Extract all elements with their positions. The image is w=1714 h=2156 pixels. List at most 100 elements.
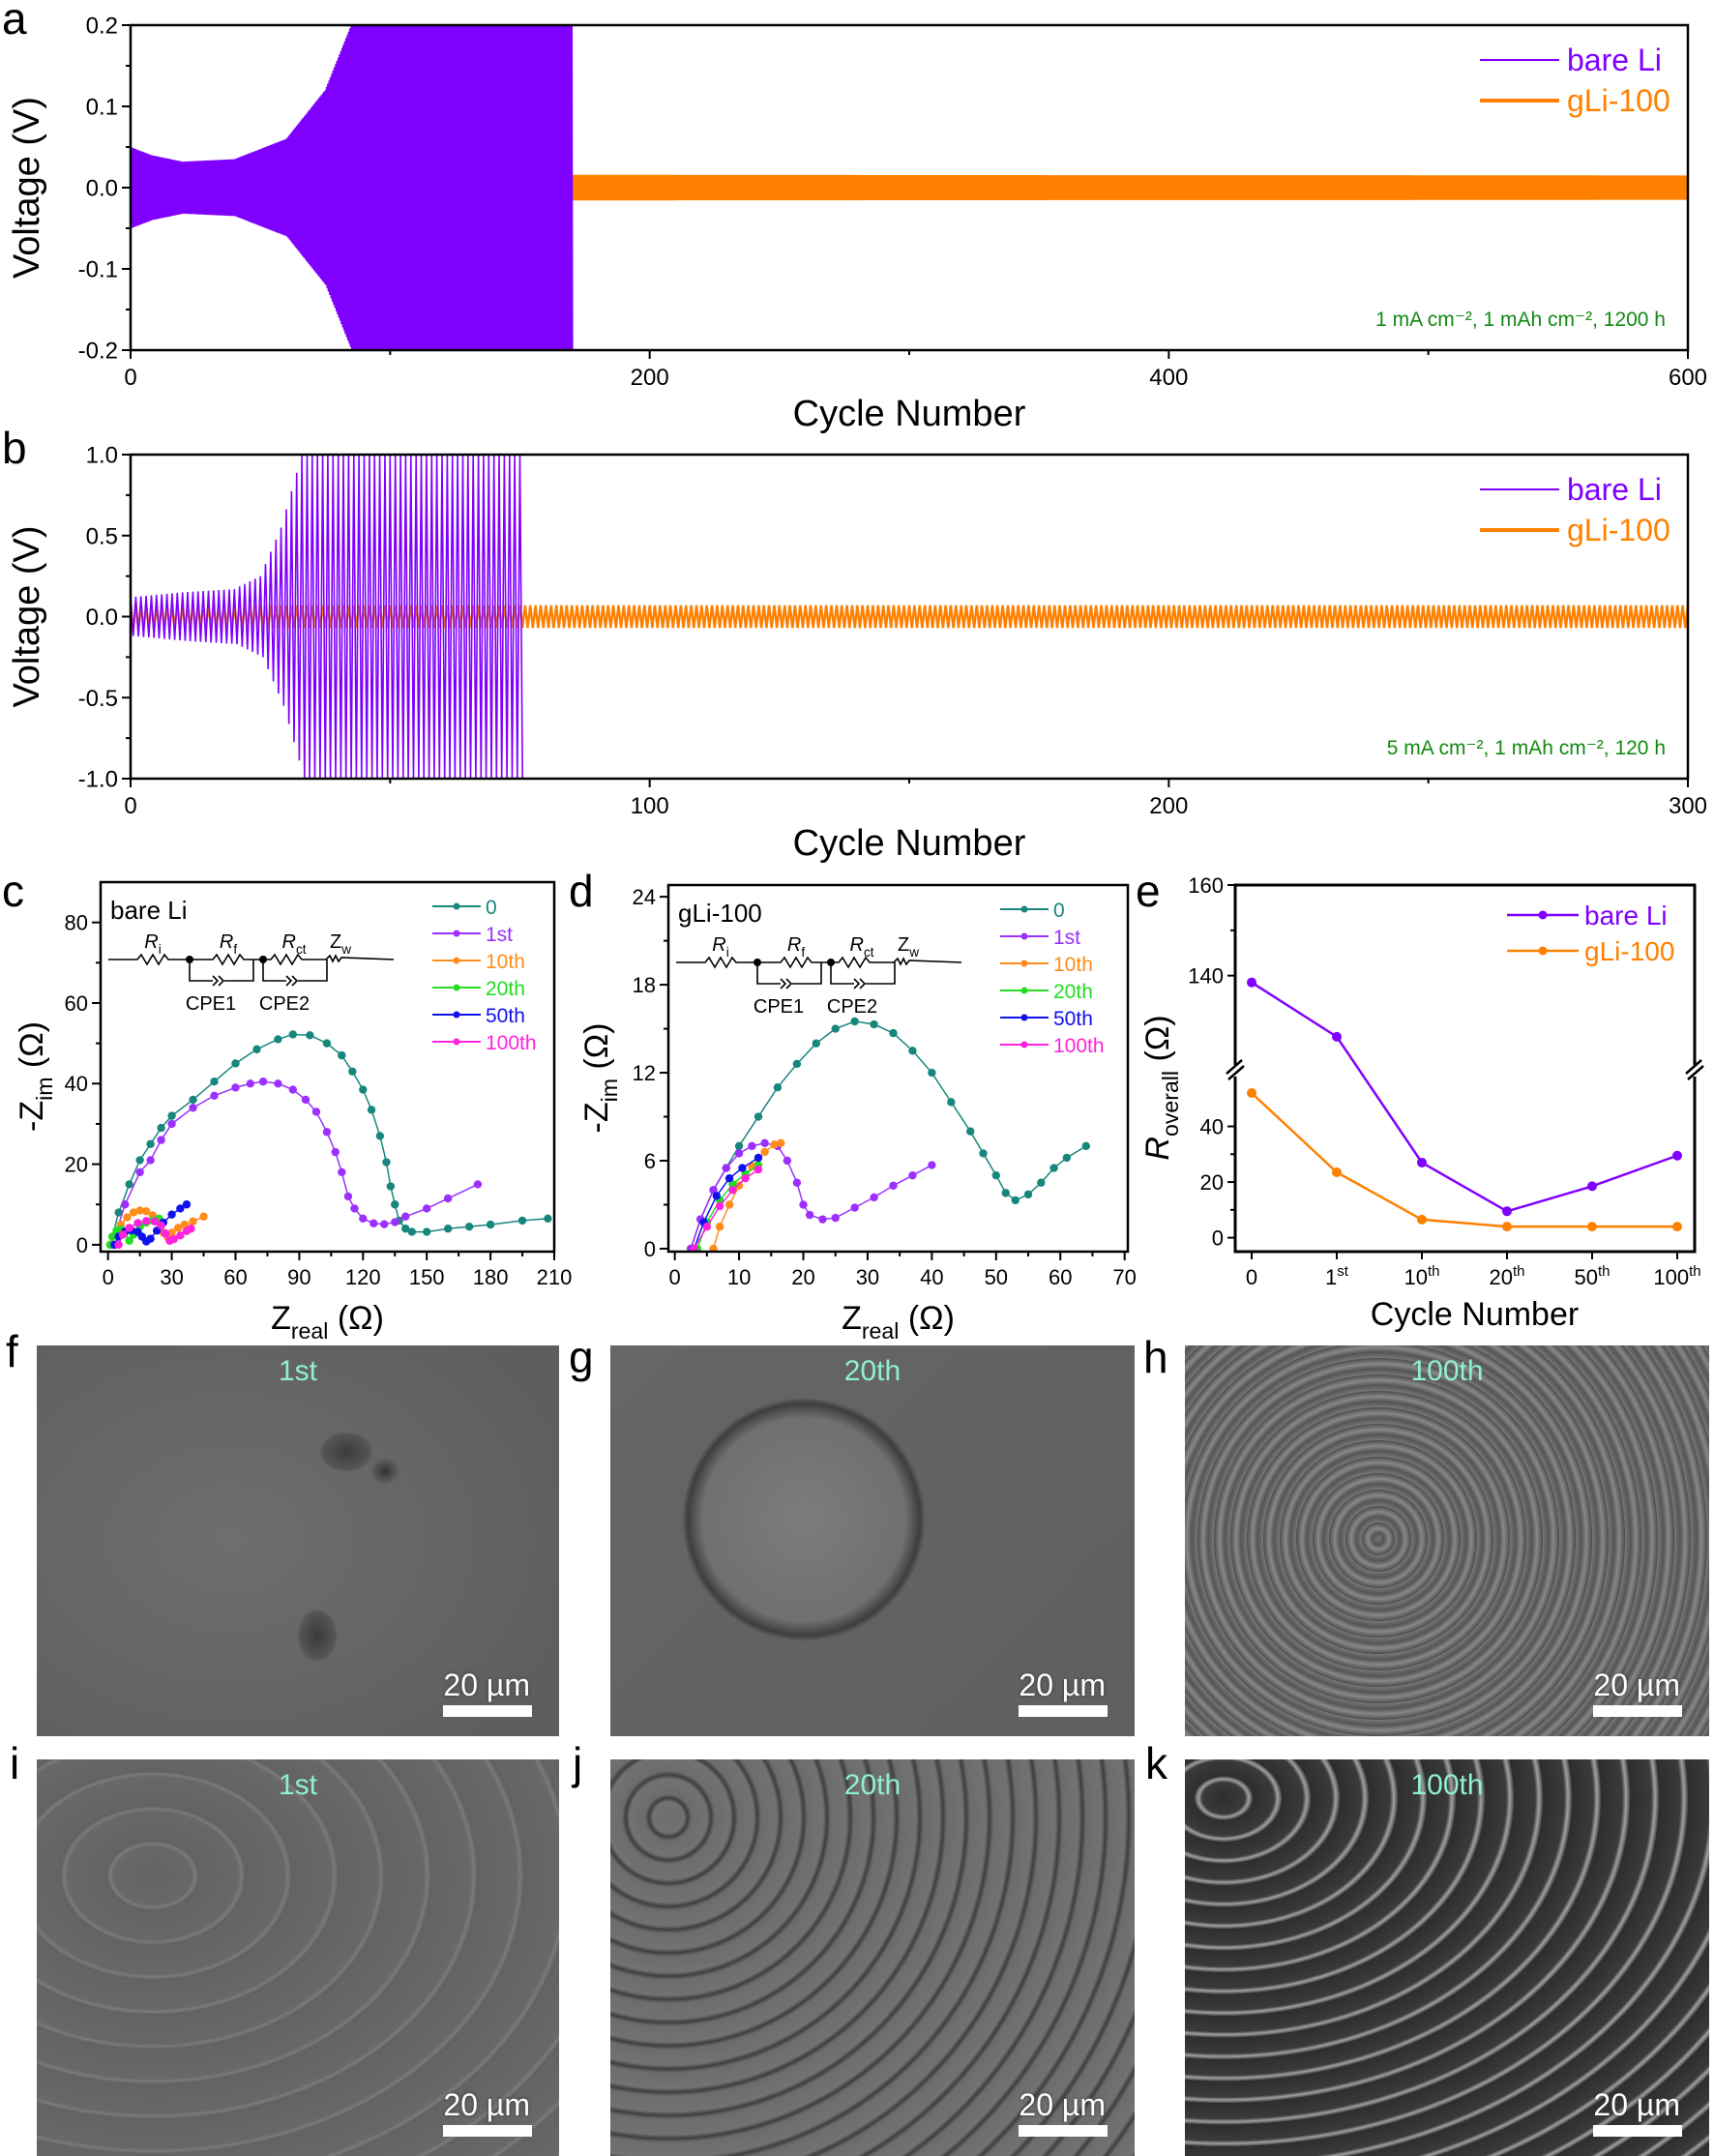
data-point	[338, 1167, 346, 1177]
data-point	[375, 1132, 385, 1140]
legend-marker	[1538, 910, 1548, 920]
panel-letter-g: g	[569, 1332, 594, 1382]
data-point	[107, 1232, 117, 1241]
data-point	[1247, 977, 1256, 988]
data-point	[246, 1079, 255, 1088]
data-point	[169, 1234, 178, 1244]
data-point	[231, 1083, 240, 1092]
x-tick-label: 400	[1149, 365, 1188, 391]
series-line	[1251, 1092, 1677, 1228]
y-axis-title: Voltage (V)	[7, 526, 47, 708]
legend-label: 20th	[486, 978, 525, 1000]
data-point	[146, 1156, 155, 1165]
sem-label: 100th	[1410, 1355, 1484, 1387]
data-point	[734, 1181, 744, 1190]
legend-label: 1st	[486, 924, 513, 946]
data-point	[1417, 1157, 1427, 1167]
x-tick-label: 200	[1149, 793, 1188, 819]
data-point	[1672, 1150, 1682, 1161]
data-point	[1037, 1178, 1046, 1187]
series-1st	[687, 1138, 936, 1252]
data-point	[189, 1104, 197, 1112]
data-point	[799, 1200, 808, 1209]
circuit-cpe2-label: CPE2	[827, 996, 877, 1018]
voltage-trace-bare-li	[131, 455, 523, 779]
data-point	[1587, 1222, 1597, 1232]
y-tick-label: -0.5	[78, 686, 118, 712]
equivalent-circuit	[676, 956, 962, 989]
y-axis-title-sub: im	[32, 1078, 57, 1101]
data-point	[157, 1123, 165, 1133]
data-point	[715, 1201, 724, 1211]
circuit-zw-label: Zw	[330, 931, 351, 957]
data-point	[850, 1017, 859, 1026]
series-line	[109, 1033, 548, 1246]
data-point	[709, 1244, 718, 1252]
data-point	[947, 1098, 956, 1107]
data-point	[443, 1194, 453, 1203]
x-tick-label: 180	[473, 1265, 509, 1289]
y-tick-label: 20	[65, 1153, 88, 1177]
data-point	[199, 1212, 208, 1221]
circuit-ri-label: Ri	[144, 931, 161, 957]
panel-letter-i: i	[10, 1738, 20, 1788]
data-point	[702, 1223, 712, 1231]
scale-bar-label: 20 µm	[1019, 2087, 1106, 2122]
data-point	[908, 1047, 917, 1055]
scale-bar	[443, 1705, 532, 1717]
data-point	[274, 1079, 282, 1088]
data-point	[722, 1164, 730, 1172]
x-tick-label: 20	[791, 1265, 814, 1289]
legend-label: 20th	[1053, 981, 1093, 1003]
x-tick-label-base: 50	[1575, 1265, 1598, 1289]
series-100th	[690, 1165, 763, 1252]
y-tick-label: -1.0	[78, 767, 118, 793]
data-point	[338, 1050, 346, 1060]
data-point	[517, 1216, 527, 1226]
y-tick-label: 18	[633, 973, 656, 997]
x-axis-title-unit: (Ω)	[328, 1300, 384, 1337]
x-tick-label: 60	[1049, 1265, 1072, 1289]
data-point	[391, 1218, 399, 1226]
voltage-trace-bare-li	[131, 25, 574, 350]
circuit-rct-label-main: R	[849, 934, 863, 956]
legend-marker	[1020, 905, 1028, 913]
data-point	[274, 1035, 282, 1044]
data-point	[331, 1147, 340, 1157]
x-tick-label: 150	[409, 1265, 445, 1289]
y-tick-label: 0.1	[86, 95, 118, 121]
sem-label: 1st	[278, 1355, 318, 1387]
circuit-rct-label: Rct	[849, 934, 873, 960]
data-point	[831, 1213, 840, 1223]
circuit-rf-label: Rf	[220, 931, 237, 957]
legend-marker	[453, 1038, 460, 1046]
circuit-wire	[108, 953, 395, 966]
x-tick-label: 1st	[1325, 1263, 1349, 1289]
condition-annotation: 1 mA cm⁻², 1 mAh cm⁻², 1200 h	[1375, 309, 1666, 331]
data-point	[401, 1225, 410, 1233]
y-axis-title-sub: im	[597, 1078, 622, 1102]
x-axis-title: Cycle Number	[793, 394, 1026, 434]
x-tick-label: 100th	[1653, 1263, 1700, 1289]
plot-frame	[129, 453, 1690, 781]
plot-frame	[1233, 883, 1697, 1254]
data-point	[734, 1141, 744, 1151]
x-tick-label: 50	[985, 1265, 1008, 1289]
data-point	[741, 1174, 750, 1183]
data-point	[125, 1236, 133, 1245]
condition-annotation: 5 mA cm⁻², 1 mAh cm⁻², 120 h	[1387, 737, 1666, 759]
y-axis-title-main: R	[1139, 1137, 1176, 1161]
data-point	[369, 1219, 378, 1228]
legend-label: bare Li	[1584, 901, 1668, 930]
data-point	[1587, 1181, 1597, 1192]
x-axis-title-main: Z	[271, 1300, 291, 1337]
circuit-cpe2-label: CPE2	[259, 993, 310, 1015]
data-point	[146, 1234, 155, 1243]
plot-area	[687, 1017, 1091, 1252]
y-tick-label: 0.5	[86, 523, 118, 549]
series-line	[693, 1168, 759, 1250]
x-tick-label: 30	[160, 1265, 183, 1289]
data-point	[1081, 1141, 1091, 1151]
data-point	[770, 1140, 779, 1149]
